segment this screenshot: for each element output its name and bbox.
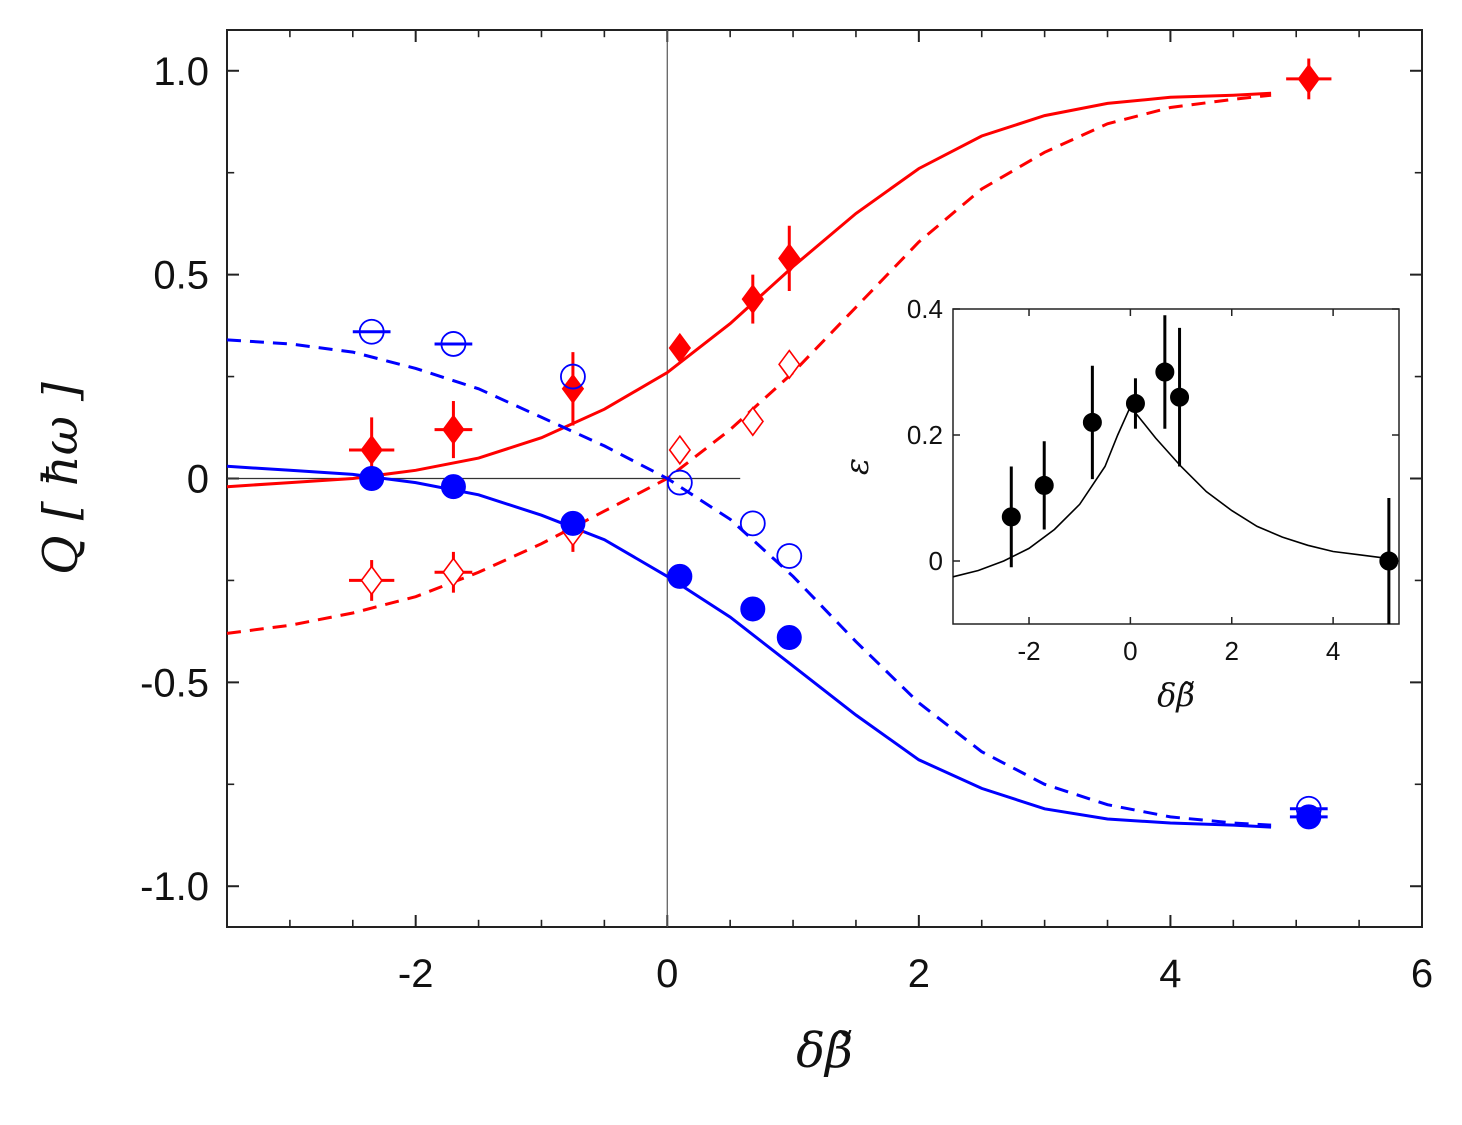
data-point xyxy=(440,331,467,357)
data-point xyxy=(776,543,803,569)
inset-chart: -2 0 2 4 0 0.2 0.4 δβ̃ ε xyxy=(838,294,1400,714)
y-tick-label: 0.4 xyxy=(907,294,943,324)
x-tick-label: 4 xyxy=(1326,636,1340,666)
data-point xyxy=(778,243,801,274)
series-line xyxy=(226,464,1272,829)
data-point xyxy=(1082,412,1102,432)
y-tick-label: 0.2 xyxy=(907,420,943,450)
y-tick-label: 0 xyxy=(187,458,209,502)
y-tick-label: 0.5 xyxy=(153,254,209,298)
data-point xyxy=(440,474,466,500)
data-point xyxy=(1170,387,1190,407)
data-point xyxy=(741,406,764,437)
y-tick-label: -0.5 xyxy=(140,661,209,705)
data-point xyxy=(360,434,383,466)
data-point xyxy=(668,434,692,466)
y-axis-title: Q [ ħω ] xyxy=(33,382,89,575)
series-line xyxy=(226,91,1272,489)
data-point xyxy=(1125,394,1145,413)
data-point xyxy=(560,510,586,536)
data-point xyxy=(666,469,693,496)
data-point xyxy=(739,510,766,537)
data-point xyxy=(741,283,764,315)
x-tick-label: 0 xyxy=(1123,636,1137,666)
data-point xyxy=(1034,475,1054,495)
data-point xyxy=(1296,804,1322,830)
data-point xyxy=(359,466,385,491)
x-tick-label: -2 xyxy=(1017,636,1040,666)
data-point xyxy=(776,625,802,651)
data-point xyxy=(358,318,385,345)
x-tick-label: 6 xyxy=(1411,952,1433,996)
inset-background xyxy=(953,309,1399,624)
x-tick-label: 2 xyxy=(908,952,930,996)
data-point xyxy=(668,332,692,364)
data-point xyxy=(1297,63,1320,95)
data-point xyxy=(1379,551,1399,571)
data-point xyxy=(740,596,766,622)
y-tick-label: 0 xyxy=(929,546,943,576)
data-point xyxy=(360,565,383,596)
series-line xyxy=(952,405,1384,578)
data-point xyxy=(1155,362,1175,382)
data-point xyxy=(1001,507,1021,527)
data-point xyxy=(778,349,801,380)
data-point xyxy=(442,557,465,588)
data-point xyxy=(1295,795,1322,822)
main-chart: -2 0 2 4 6 -1.0 -0.5 0 0.5 1.0 δβ̃ Q [ ħω ] xyxy=(33,29,1433,1079)
y-axis-title: ε xyxy=(838,458,876,475)
data-point xyxy=(442,414,465,445)
x-tick-label: 4 xyxy=(1159,952,1181,996)
x-tick-label: -2 xyxy=(398,952,434,996)
data-point xyxy=(667,563,693,589)
y-tick-label: 1.0 xyxy=(153,50,209,94)
y-tick-label: -1.0 xyxy=(140,865,209,909)
x-axis-title: δβ̃ xyxy=(1157,676,1195,714)
data-point xyxy=(560,363,586,390)
x-tick-label: 2 xyxy=(1225,636,1239,666)
x-axis-title: δβ̃ xyxy=(796,1023,853,1079)
series-line xyxy=(226,338,1272,827)
x-tick-label: 0 xyxy=(656,952,678,996)
plot-frame xyxy=(952,308,1400,625)
